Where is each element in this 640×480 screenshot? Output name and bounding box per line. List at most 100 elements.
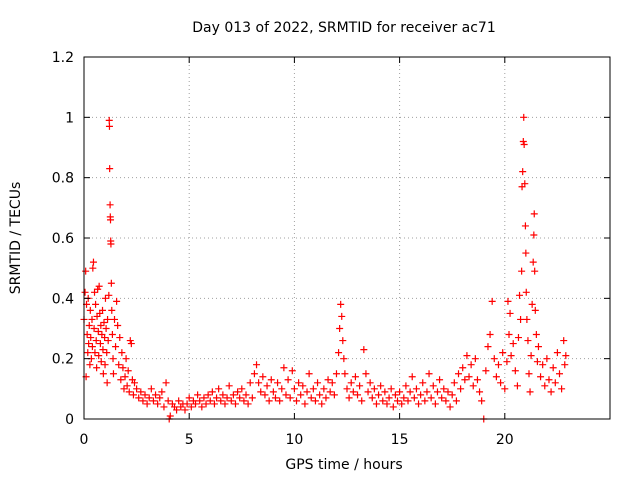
data-point	[506, 309, 514, 317]
data-point	[187, 403, 195, 411]
data-point	[543, 355, 551, 363]
data-point	[217, 397, 225, 405]
data-point	[307, 394, 315, 402]
data-point	[84, 349, 92, 357]
data-point	[328, 379, 336, 387]
data-point	[91, 288, 99, 296]
data-point	[364, 388, 372, 396]
data-point	[101, 294, 109, 302]
data-point	[82, 267, 90, 275]
data-point	[290, 385, 298, 393]
data-point	[103, 379, 111, 387]
data-point	[442, 397, 450, 405]
data-point	[208, 388, 216, 396]
data-point	[87, 334, 95, 342]
data-point	[106, 165, 114, 173]
data-point	[111, 315, 119, 323]
data-point	[387, 385, 395, 393]
data-point	[129, 391, 137, 399]
data-point	[303, 388, 311, 396]
data-point	[253, 361, 261, 369]
data-point	[471, 355, 479, 363]
data-point	[521, 222, 529, 230]
data-point	[88, 315, 96, 323]
data-point	[398, 400, 406, 408]
data-point	[385, 394, 393, 402]
data-point	[377, 382, 385, 390]
data-point	[276, 397, 284, 405]
data-point	[349, 388, 357, 396]
data-point	[444, 388, 452, 396]
data-point	[112, 343, 120, 351]
data-point	[152, 391, 160, 399]
data-point	[415, 400, 423, 408]
data-point	[104, 315, 112, 323]
data-point	[338, 312, 346, 320]
data-point	[517, 315, 525, 323]
data-point	[101, 334, 109, 342]
data-point	[297, 391, 305, 399]
data-point	[520, 113, 528, 121]
data-point	[234, 388, 242, 396]
data-point	[156, 394, 164, 402]
data-point	[123, 382, 131, 390]
data-point	[503, 358, 511, 366]
data-point	[166, 412, 174, 420]
data-point	[175, 397, 183, 405]
data-point	[121, 373, 129, 381]
data-point	[463, 352, 471, 360]
data-point	[372, 400, 380, 408]
data-point	[206, 397, 214, 405]
data-point	[461, 376, 469, 384]
data-point	[263, 382, 271, 390]
data-point	[271, 394, 279, 402]
data-point	[210, 400, 218, 408]
data-point	[518, 267, 526, 275]
data-point	[86, 306, 94, 314]
y-tick-label: 0.8	[52, 171, 74, 187]
data-point	[133, 385, 141, 393]
data-point	[267, 376, 275, 384]
data-point	[337, 300, 345, 308]
data-point	[400, 394, 408, 402]
y-tick-label: 0.2	[52, 352, 74, 368]
data-point	[524, 337, 532, 345]
data-point	[356, 382, 364, 390]
data-point	[340, 355, 348, 363]
data-point	[282, 391, 290, 399]
data-point	[135, 394, 143, 402]
data-point	[137, 388, 145, 396]
data-point	[93, 364, 101, 372]
data-point	[107, 216, 115, 224]
data-point	[130, 379, 138, 387]
data-point	[89, 258, 97, 266]
data-point	[117, 376, 125, 384]
data-point	[539, 361, 547, 369]
data-point	[173, 406, 181, 414]
data-point	[154, 400, 162, 408]
data-point	[103, 349, 111, 357]
data-point	[366, 379, 374, 387]
data-point	[269, 388, 277, 396]
data-point	[113, 297, 121, 305]
data-point	[181, 406, 189, 414]
data-point	[215, 385, 223, 393]
data-point	[528, 300, 536, 308]
data-point	[301, 400, 309, 408]
data-point	[183, 400, 191, 408]
data-point	[108, 331, 116, 339]
data-point	[196, 397, 204, 405]
data-point	[381, 388, 389, 396]
data-point	[553, 349, 561, 357]
data-point	[88, 343, 96, 351]
data-point	[299, 382, 307, 390]
data-point	[240, 397, 248, 405]
data-point	[316, 391, 324, 399]
data-point	[521, 180, 529, 188]
data-point	[465, 373, 473, 381]
data-point	[288, 367, 296, 375]
data-point	[484, 343, 492, 351]
data-point	[332, 370, 340, 378]
data-point	[147, 385, 155, 393]
